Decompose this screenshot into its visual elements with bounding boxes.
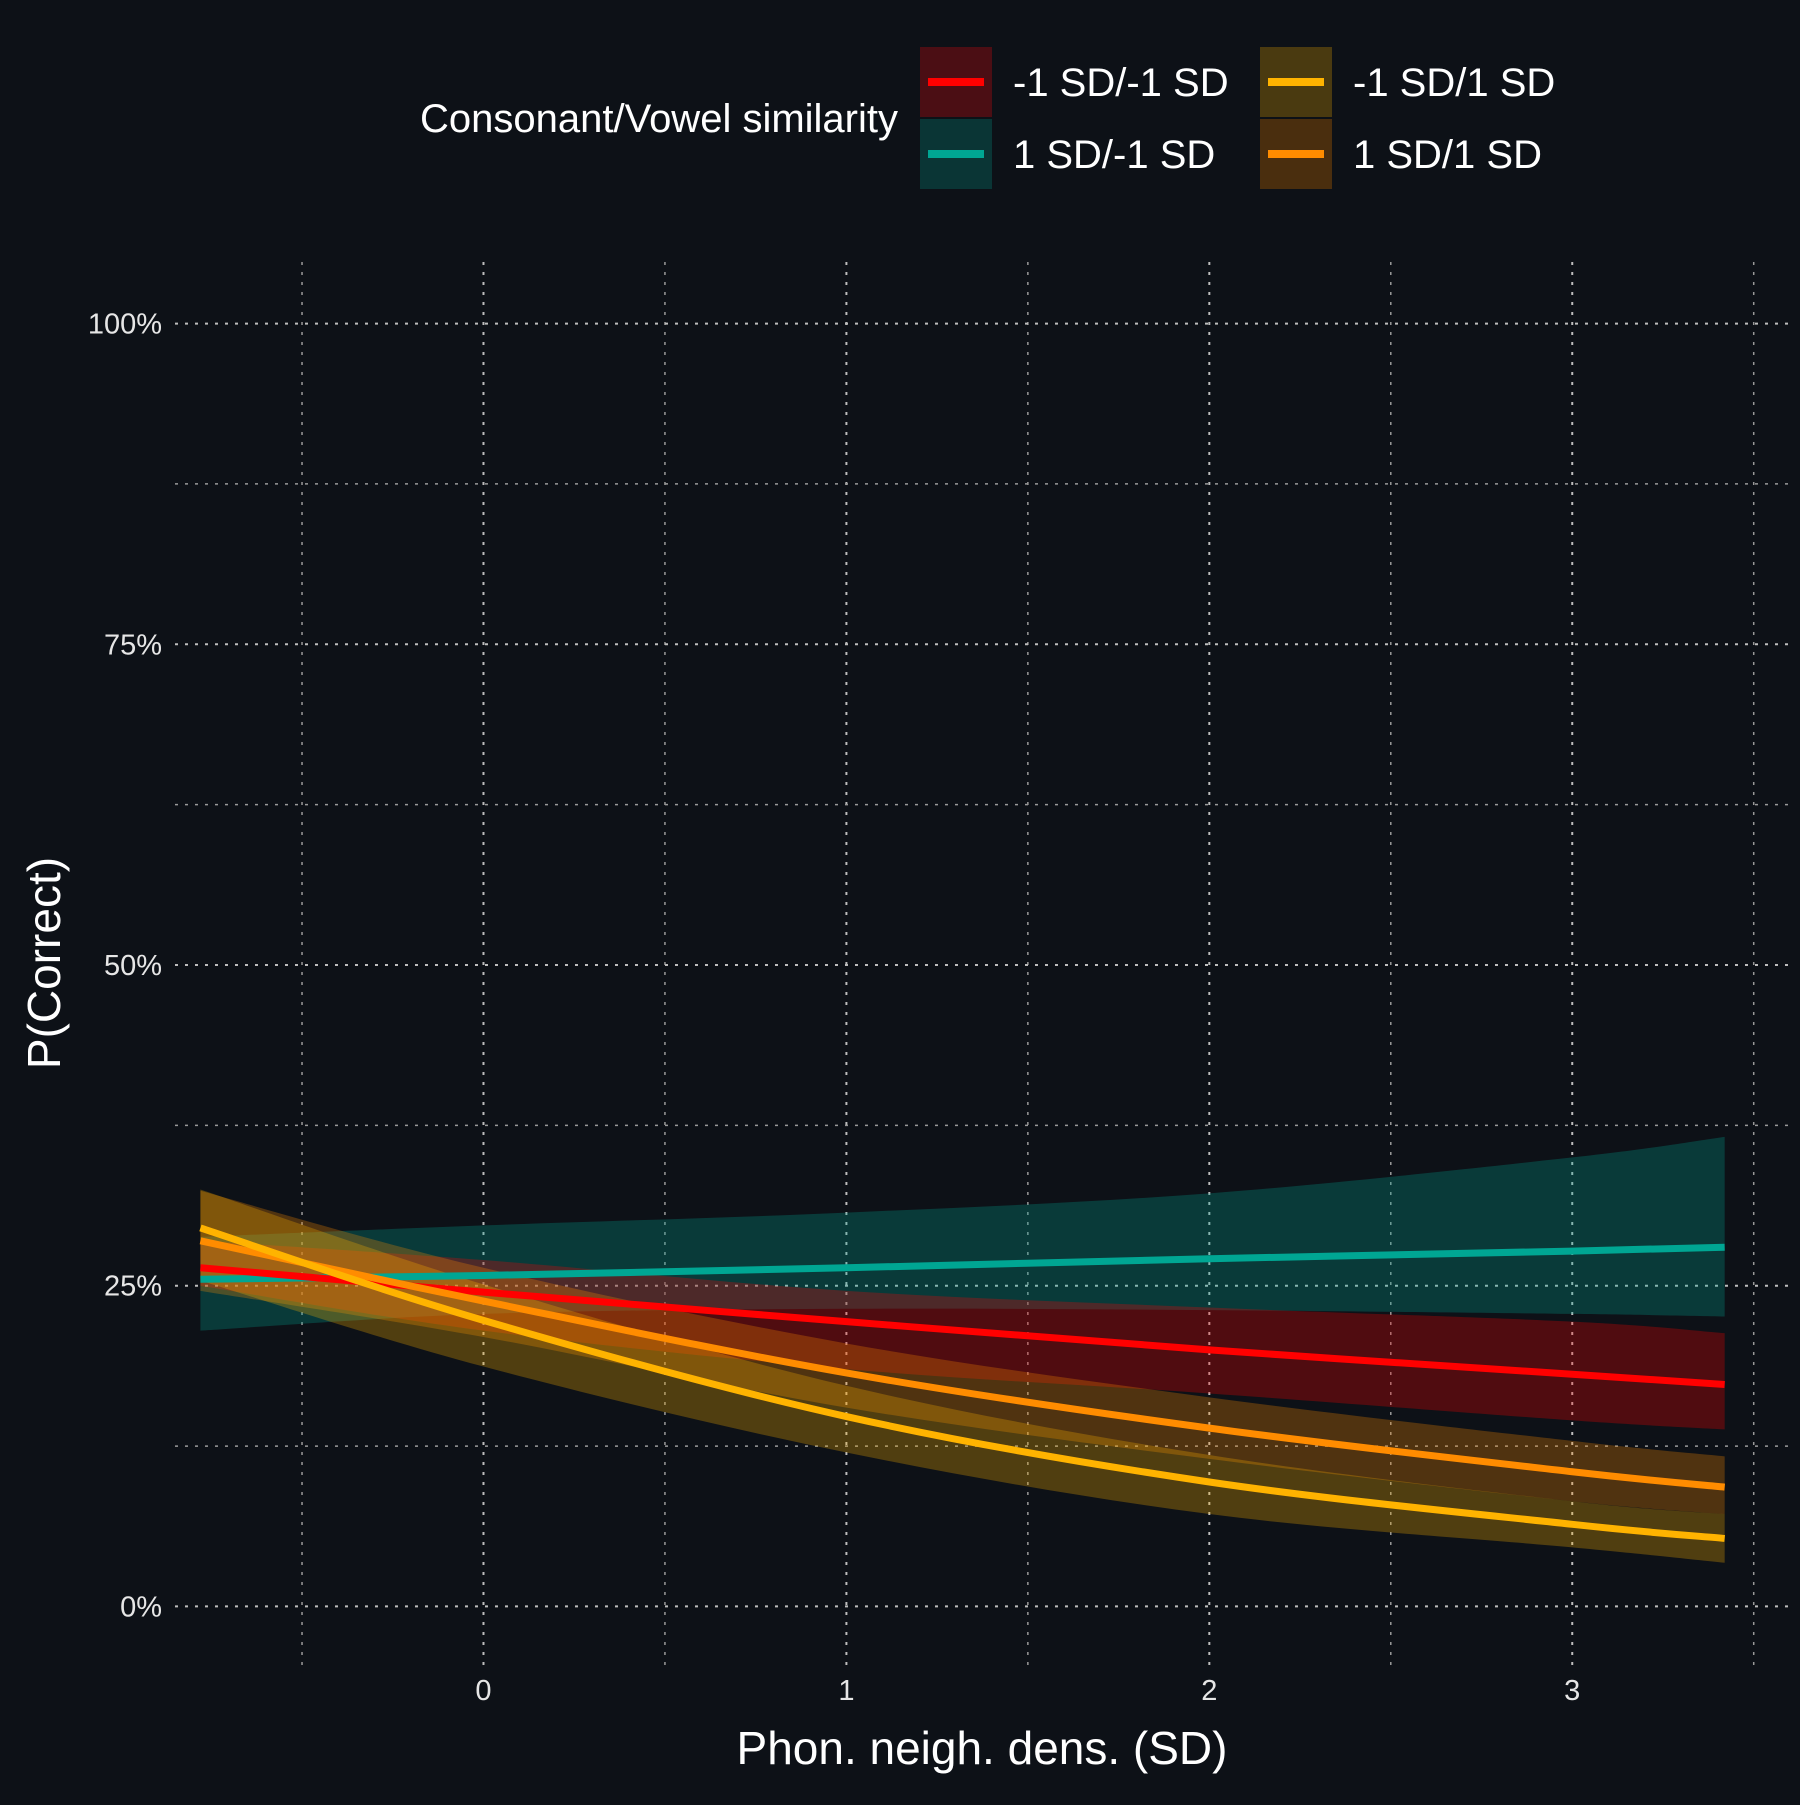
legend-label: 1 SD/1 SD [1353, 133, 1542, 177]
confidence-band [200, 1190, 1725, 1515]
confidence-band [200, 1240, 1725, 1430]
confidence-band [200, 1136, 1725, 1331]
y-tick-label: 0% [120, 1591, 162, 1623]
y-tick-label: 50% [104, 950, 162, 982]
series-line [199, 1237, 1726, 1491]
tick-labels: 0 1 2 3 0% 25% 50% 75% 100% [88, 309, 1580, 1707]
x-tick-label: 1 [838, 1675, 854, 1707]
series-line [200, 1264, 1725, 1388]
legend-item: 1 SD/-1 SD [920, 119, 1215, 189]
y-tick-label: 75% [104, 629, 162, 661]
series-line [199, 1224, 1725, 1542]
legend-label: -1 SD/1 SD [1353, 61, 1555, 105]
y-tick-label: 100% [88, 309, 162, 341]
y-tick-label: 25% [104, 1271, 162, 1303]
x-tick-label: 0 [475, 1675, 491, 1707]
x-tick-label: 2 [1201, 1675, 1217, 1707]
y-axis-title: P(Correct) [18, 857, 70, 1069]
legend-label: -1 SD/-1 SD [1013, 61, 1229, 105]
x-tick-label: 3 [1564, 1675, 1580, 1707]
legend-item: -1 SD/1 SD [1260, 47, 1555, 117]
legend-item: 1 SD/1 SD [1260, 119, 1542, 189]
legend-items: -1 SD/-1 SD -1 SD/1 SD 1 SD/-1 SD 1 SD/1 SD [920, 47, 1555, 189]
grid [175, 262, 1790, 1668]
series-line [200, 1243, 1725, 1283]
series-lines [199, 1224, 1726, 1542]
legend-label: 1 SD/-1 SD [1013, 133, 1215, 177]
x-axis-title: Phon. neigh. dens. (SD) [737, 1722, 1228, 1774]
legend-title: Consonant/Vowel similarity [420, 97, 898, 141]
legend: Consonant/Vowel similarity -1 SD/-1 SD -1… [420, 47, 1555, 189]
legend-item: -1 SD/-1 SD [920, 47, 1229, 117]
